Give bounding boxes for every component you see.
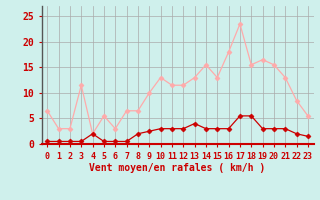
X-axis label: Vent moyen/en rafales ( km/h ): Vent moyen/en rafales ( km/h ) [90,163,266,173]
